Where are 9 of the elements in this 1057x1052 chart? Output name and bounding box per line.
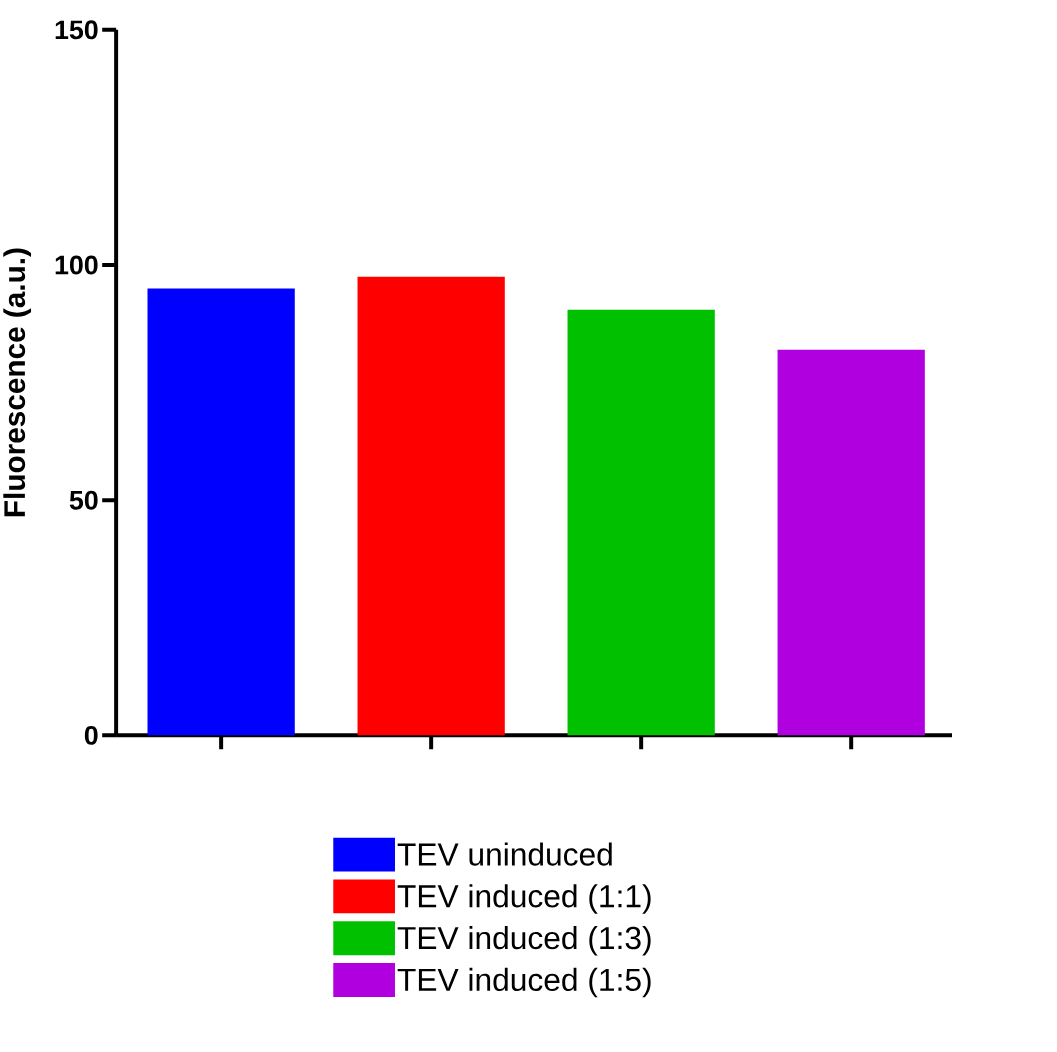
y-axis-title: Fluorescence (a.u.) bbox=[3, 248, 32, 517]
legend-label: TEV induced (1:5) bbox=[397, 967, 651, 998]
y-tick-label: 150 bbox=[55, 20, 98, 40]
y-tick-label: 0 bbox=[84, 725, 98, 745]
legend-label: TEV induced (1:3) bbox=[397, 926, 651, 956]
y-tick-label: 100 bbox=[55, 255, 98, 275]
legend-label: TEV induced (1:1) bbox=[397, 884, 651, 914]
legend-label: TEV uninduced bbox=[397, 842, 612, 866]
y-tick-label: 50 bbox=[69, 490, 98, 510]
